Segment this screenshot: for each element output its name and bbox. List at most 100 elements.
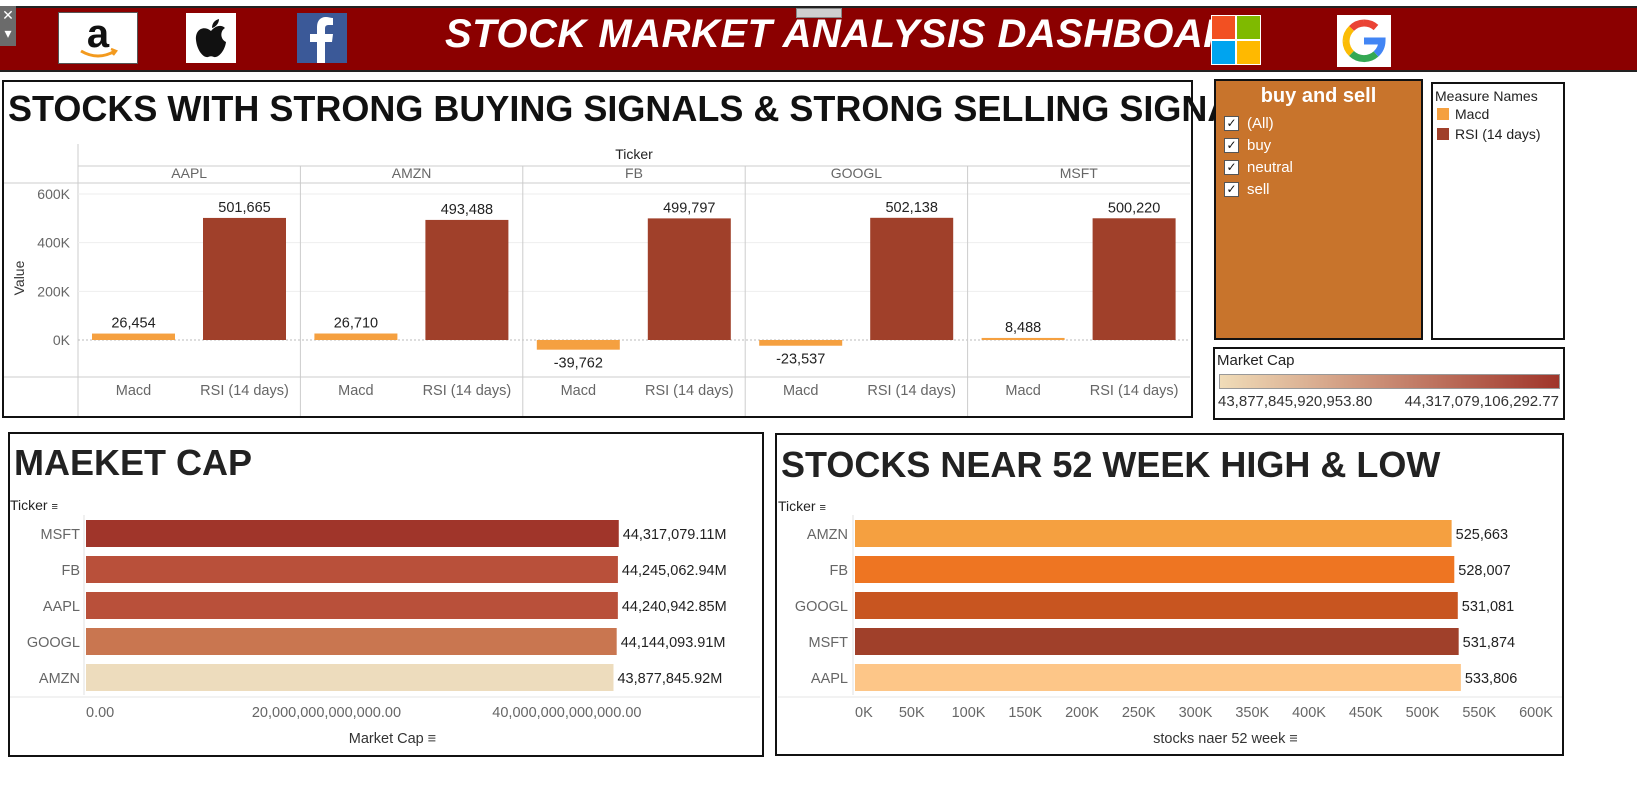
- ticker-label: AAPL: [171, 165, 207, 181]
- bar: [86, 592, 618, 619]
- y-axis-label: Value: [11, 260, 27, 295]
- market-cap-chart: MSFT 44,317,079.11M FB 44,245,062.94M AAPL 44…: [10, 515, 760, 747]
- x-tick-label: 40,000,000,000,000.00: [492, 705, 641, 721]
- category-label: FB: [61, 563, 80, 579]
- x-tick-label: 0.00: [86, 705, 114, 721]
- data-label: -39,762: [554, 356, 603, 372]
- checkbox-icon[interactable]: ✓: [1224, 181, 1239, 197]
- facebook-logo: [297, 13, 347, 63]
- x-tick-label: 450K: [1349, 705, 1383, 721]
- data-label: 525,663: [1456, 527, 1508, 543]
- bar: [86, 664, 614, 691]
- legend-swatch: [1437, 128, 1449, 140]
- data-label: 8,488: [1005, 320, 1041, 336]
- sort-icon[interactable]: ≡: [819, 502, 826, 514]
- x-tick-label: Macd: [116, 383, 151, 399]
- bar: [86, 556, 618, 583]
- high-low-chart: AMZN 525,663 FB 528,007 GOOGL 531,081 MSFT 531,…: [778, 515, 1562, 747]
- x-tick-label: 150K: [1008, 705, 1042, 721]
- microsoft-logo: [1211, 15, 1261, 65]
- data-label: 493,488: [441, 202, 493, 218]
- bar: [855, 664, 1461, 691]
- data-label: 44,240,942.85M: [622, 599, 727, 615]
- ticker-label: AMZN: [392, 165, 432, 181]
- category-label: GOOGL: [795, 599, 848, 615]
- ticker-label: GOOGL: [831, 165, 883, 181]
- checkbox-icon[interactable]: ✓: [1224, 159, 1239, 175]
- ticker-column-header: Ticker: [615, 146, 653, 162]
- x-tick-label: 300K: [1179, 705, 1213, 721]
- category-label: AMZN: [807, 527, 848, 543]
- data-label: 502,138: [885, 200, 937, 216]
- checkbox-icon[interactable]: ✓: [1224, 137, 1239, 153]
- x-tick-label: RSI (14 days): [423, 383, 512, 399]
- drag-handle-icon[interactable]: [796, 8, 842, 18]
- market-cap-legend-title: Market Cap: [1217, 352, 1295, 369]
- category-label: AAPL: [811, 671, 848, 687]
- x-tick-label: 20,000,000,000,000.00: [252, 705, 401, 721]
- legend-swatch: [1437, 108, 1449, 120]
- filter-option[interactable]: ✓ neutral: [1224, 156, 1421, 178]
- x-tick-label: 50K: [899, 705, 925, 721]
- category-label: MSFT: [809, 635, 849, 651]
- legend-label: RSI (14 days): [1455, 126, 1541, 142]
- y-tick-label: 200K: [37, 283, 70, 299]
- category-label: AAPL: [43, 599, 80, 615]
- high-low-title: STOCKS NEAR 52 WEEK HIGH & LOW: [781, 444, 1441, 485]
- data-label: 500,220: [1108, 200, 1160, 216]
- x-tick-label: Macd: [338, 383, 373, 399]
- close-control[interactable]: ✕ ▾: [0, 6, 16, 46]
- filter-title: buy and sell: [1260, 85, 1377, 107]
- bar: [855, 592, 1458, 619]
- apple-logo: [186, 13, 236, 63]
- bar-macd: [314, 333, 398, 340]
- data-label: 501,665: [218, 200, 270, 216]
- signals-title: STOCKS WITH STRONG BUYING SIGNALS & STRO…: [8, 88, 1280, 129]
- x-axis-label: stocks naer 52 week ≡: [1153, 731, 1298, 747]
- row-header-label: Ticker: [10, 497, 48, 513]
- filter-option[interactable]: ✓ sell: [1224, 178, 1421, 200]
- market-cap-legend: Market Cap 43,877,845,920,953.80 44,317,…: [1213, 347, 1565, 420]
- data-label: 531,874: [1463, 635, 1515, 651]
- bar-rsi-14-days-: [1092, 218, 1176, 340]
- market-cap-row-header[interactable]: Ticker ≡: [10, 497, 58, 513]
- bar: [855, 628, 1459, 655]
- filter-option[interactable]: ✓ (All): [1224, 112, 1421, 134]
- x-tick-label: 500K: [1406, 705, 1440, 721]
- x-tick-label: 600K: [1519, 705, 1553, 721]
- filter-option[interactable]: ✓ buy: [1224, 134, 1421, 156]
- checkbox-icon[interactable]: ✓: [1224, 115, 1239, 131]
- legend-item[interactable]: RSI (14 days): [1437, 124, 1563, 144]
- data-label: 499,797: [663, 200, 715, 216]
- amazon-logo: a: [58, 12, 138, 64]
- ticker-label: FB: [625, 165, 643, 181]
- market-cap-gradient: [1219, 374, 1560, 389]
- data-label: 531,081: [1462, 599, 1514, 615]
- category-label: FB: [829, 563, 848, 579]
- svg-text:a: a: [87, 13, 110, 56]
- x-tick-label: 200K: [1065, 705, 1099, 721]
- x-tick-label: 100K: [952, 705, 986, 721]
- menu-dropdown-icon[interactable]: ▾: [4, 25, 12, 41]
- category-label: AMZN: [39, 671, 80, 687]
- bar-macd: [759, 340, 843, 346]
- x-axis-label: Market Cap ≡: [349, 731, 436, 747]
- ticker-label: MSFT: [1060, 165, 1099, 181]
- filter-option-label: buy: [1247, 136, 1272, 154]
- high-low-row-header[interactable]: Ticker ≡: [778, 498, 826, 514]
- bar: [86, 628, 617, 655]
- x-tick-label: RSI (14 days): [200, 383, 289, 399]
- legend-item[interactable]: Macd: [1437, 104, 1563, 124]
- close-icon[interactable]: ✕: [2, 7, 14, 23]
- x-tick-label: 550K: [1462, 705, 1496, 721]
- market-cap-min: 43,877,845,920,953.80: [1218, 393, 1373, 410]
- bar-macd: [981, 337, 1065, 340]
- x-tick-label: 0K: [855, 705, 873, 721]
- data-label: 44,144,093.91M: [621, 635, 726, 651]
- bar-macd: [536, 340, 620, 350]
- bar-rsi-14-days-: [425, 219, 509, 340]
- filter-option-label: (All): [1247, 114, 1274, 132]
- filter-options: ✓ (All) ✓ buy ✓ neutral ✓ sell: [1224, 112, 1421, 200]
- bar-macd: [92, 333, 175, 340]
- sort-icon[interactable]: ≡: [51, 501, 58, 513]
